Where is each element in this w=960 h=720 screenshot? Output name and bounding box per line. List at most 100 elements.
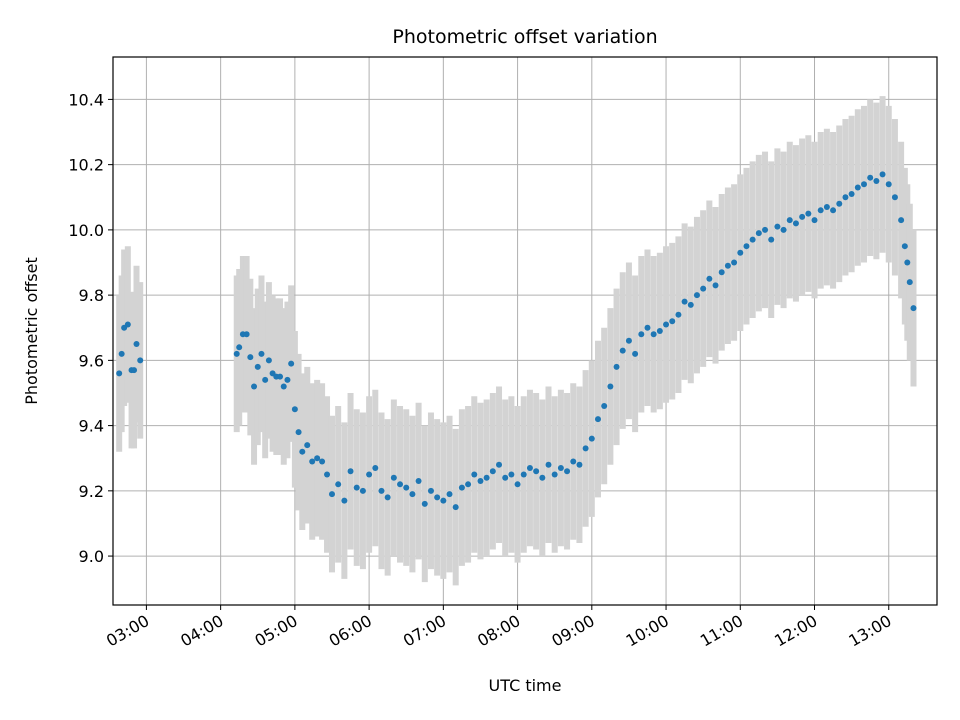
- data-point: [295, 429, 302, 436]
- data-point: [539, 474, 546, 481]
- data-point: [533, 468, 540, 475]
- data-point: [601, 403, 608, 410]
- data-point: [247, 354, 254, 361]
- data-point: [434, 494, 441, 501]
- data-point: [607, 383, 614, 390]
- data-point: [118, 350, 125, 357]
- data-point: [718, 269, 725, 276]
- data-point: [415, 478, 422, 485]
- y-tick-label: 9.2: [79, 482, 104, 501]
- data-point: [693, 292, 700, 299]
- data-point: [774, 223, 781, 230]
- y-axis-label: Photometric offset: [22, 257, 41, 405]
- data-point: [291, 406, 298, 413]
- data-point: [502, 474, 509, 481]
- y-tick-label: 10.2: [68, 156, 104, 175]
- data-point: [799, 213, 806, 220]
- y-tick-label: 9.6: [79, 351, 104, 370]
- data-point: [786, 217, 793, 224]
- data-point: [898, 217, 905, 224]
- data-point: [910, 305, 917, 312]
- data-point: [309, 458, 316, 465]
- data-point: [314, 455, 321, 462]
- data-point: [483, 474, 490, 481]
- data-point: [836, 200, 843, 207]
- data-point: [265, 357, 272, 364]
- data-point: [638, 331, 645, 338]
- data-point: [258, 350, 265, 357]
- data-point: [625, 337, 632, 344]
- data-point: [879, 171, 886, 178]
- data-point: [496, 461, 503, 468]
- data-point: [906, 279, 913, 286]
- data-point: [582, 445, 589, 452]
- data-point: [842, 194, 849, 201]
- data-point: [452, 504, 459, 511]
- data-point: [792, 220, 799, 227]
- data-point: [236, 344, 243, 351]
- data-point: [526, 465, 533, 471]
- data-point: [724, 262, 731, 269]
- data-point: [137, 357, 144, 364]
- data-point: [251, 383, 258, 390]
- data-point: [588, 435, 595, 442]
- data-point: [284, 376, 291, 383]
- data-point: [904, 259, 911, 266]
- data-point: [687, 301, 694, 308]
- data-point: [557, 465, 564, 471]
- data-point: [675, 311, 682, 318]
- data-point: [458, 484, 465, 491]
- data-point: [891, 194, 898, 201]
- plot-frame: [112, 56, 938, 606]
- data-point: [328, 491, 335, 498]
- data-point: [471, 471, 478, 478]
- data-point: [477, 478, 484, 485]
- data-point: [124, 321, 131, 328]
- data-point: [901, 243, 908, 250]
- data-point: [780, 226, 787, 233]
- x-axis-label: UTC time: [489, 676, 562, 695]
- data-point: [288, 360, 295, 367]
- data-point: [133, 341, 140, 348]
- data-point: [277, 373, 284, 380]
- data-point: [427, 487, 434, 494]
- data-point: [353, 484, 360, 491]
- data-point: [867, 174, 874, 181]
- data-point: [731, 259, 738, 266]
- data-point: [319, 458, 326, 465]
- data-point: [551, 471, 558, 478]
- data-point: [632, 350, 639, 357]
- data-point: [508, 471, 515, 478]
- y-axis-ticks: 9.0 9.2 9.4 9.6 9.8 10.0 10.2 10.4: [68, 90, 113, 566]
- data-point: [576, 461, 583, 468]
- data-point: [384, 494, 391, 501]
- data-point: [421, 500, 428, 507]
- data-point: [254, 363, 261, 370]
- data-point: [811, 217, 818, 224]
- data-point: [823, 204, 830, 211]
- data-point: [644, 324, 651, 331]
- data-point: [514, 481, 521, 488]
- data-point: [830, 207, 837, 214]
- y-tick-label: 9.8: [79, 286, 104, 305]
- data-point: [712, 282, 719, 289]
- data-point: [656, 328, 663, 334]
- data-point: [669, 318, 676, 325]
- data-point: [233, 350, 240, 357]
- data-point: [403, 484, 410, 491]
- data-point: [390, 474, 397, 481]
- data-point: [489, 468, 496, 475]
- y-tick-label: 9.4: [79, 417, 104, 436]
- data-point: [873, 177, 880, 184]
- y-tick-label: 9.0: [79, 547, 104, 566]
- data-point: [749, 236, 756, 243]
- data-point: [116, 370, 123, 377]
- data-point: [650, 331, 657, 338]
- data-point: [805, 210, 812, 217]
- data-point: [861, 181, 868, 188]
- data-point: [262, 376, 269, 383]
- data-point: [465, 481, 472, 488]
- data-point: [817, 207, 824, 214]
- data-point: [324, 471, 331, 478]
